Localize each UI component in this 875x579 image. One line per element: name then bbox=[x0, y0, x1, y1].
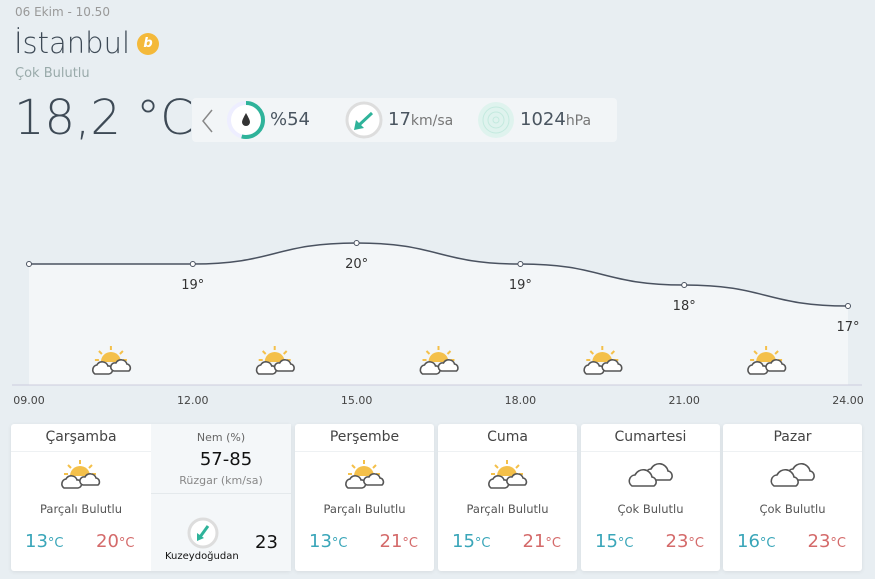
day-condition: Çok Bulutlu bbox=[617, 502, 684, 516]
day-card[interactable]: Cuma Parçalı Bulutlu 15°C 21°C bbox=[438, 424, 577, 571]
day-name: Perşembe bbox=[295, 424, 434, 452]
x-tick-label: 24.00 bbox=[832, 394, 864, 407]
low-temp: 15°C bbox=[595, 531, 634, 552]
cloudy-icon bbox=[628, 463, 673, 487]
humidity-gauge-icon bbox=[227, 101, 265, 139]
chevron-left-icon[interactable] bbox=[200, 108, 214, 134]
high-temp: 21°C bbox=[379, 531, 418, 552]
data-point bbox=[681, 282, 688, 288]
city-name: İstanbul bbox=[14, 26, 131, 60]
day-condition: Parçalı Bulutlu bbox=[39, 502, 122, 516]
wind-value: 17 bbox=[388, 109, 411, 130]
current-stats-bar: %54 17km/sa 1024hPa bbox=[192, 98, 617, 142]
partly-cloudy-icon bbox=[61, 460, 101, 489]
day-condition: Çok Bulutlu bbox=[759, 502, 826, 516]
partly-cloudy-icon bbox=[583, 346, 623, 375]
high-temp: 20°C bbox=[96, 531, 135, 552]
high-temp: 23°C bbox=[665, 531, 704, 552]
humidity-range: 57-85 bbox=[199, 449, 253, 470]
humidity-value: %54 bbox=[270, 109, 311, 130]
brand-badge-icon: b bbox=[137, 33, 159, 55]
x-tick-label: 09.00 bbox=[13, 394, 45, 407]
day-name: Pazar bbox=[723, 424, 862, 452]
x-tick-label: 15.00 bbox=[341, 394, 373, 407]
low-temp: 13°C bbox=[25, 531, 64, 552]
data-point bbox=[845, 303, 851, 309]
partly-cloudy-icon bbox=[61, 460, 101, 489]
wind-speed: 23 bbox=[255, 532, 278, 553]
partly-cloudy-icon bbox=[487, 460, 527, 489]
cloudy-icon bbox=[770, 463, 815, 487]
day-card[interactable]: Pazar Çok Bulutlu 16°C 23°C bbox=[723, 424, 862, 571]
partly-cloudy-icon bbox=[92, 346, 132, 375]
day-card[interactable]: Cumartesi Çok Bulutlu 15°C 23°C bbox=[581, 424, 720, 571]
partly-cloudy-icon bbox=[255, 346, 295, 375]
partly-cloudy-icon bbox=[487, 460, 527, 489]
data-label: 19° bbox=[509, 278, 532, 293]
data-point bbox=[353, 240, 360, 246]
data-label: 20° bbox=[345, 257, 368, 272]
date-time: 06 Ekim - 10.50 bbox=[15, 5, 110, 19]
day-detail-panel: Nem (%) 57-85 Rüzgar (km/sa) Kuzeydoğuda… bbox=[151, 424, 291, 571]
data-label: 18° bbox=[673, 299, 696, 314]
wind-label: Rüzgar (km/sa) bbox=[151, 474, 291, 494]
wind-direction-icon bbox=[187, 517, 219, 549]
low-temp: 15°C bbox=[452, 531, 491, 552]
pressure-unit: hPa bbox=[565, 113, 592, 129]
x-tick-label: 12.00 bbox=[177, 394, 209, 407]
data-label: 19° bbox=[181, 278, 204, 293]
pressure-icon bbox=[478, 102, 514, 138]
wind-direction-icon bbox=[345, 101, 383, 139]
high-temp: 21°C bbox=[522, 531, 561, 552]
x-tick-label: 18.00 bbox=[505, 394, 537, 407]
data-label: 17° bbox=[836, 320, 859, 335]
current-temperature: 18,2 °C bbox=[14, 90, 194, 146]
temperature-line bbox=[28, 242, 849, 307]
cloudy-icon bbox=[628, 463, 673, 487]
cloudy-icon bbox=[770, 463, 815, 487]
partly-cloudy-icon bbox=[419, 346, 459, 375]
low-temp: 13°C bbox=[309, 531, 348, 552]
partly-cloudy-icon bbox=[344, 460, 384, 489]
current-condition: Çok Bulutlu bbox=[15, 66, 90, 81]
high-temp: 23°C bbox=[807, 531, 846, 552]
day-name: Çarşamba bbox=[11, 424, 151, 452]
day-condition: Parçalı Bulutlu bbox=[466, 502, 549, 516]
low-temp: 16°C bbox=[737, 531, 776, 552]
hourly-temperature-chart: 09.00 19° 12.00 20° 15.00 19° 18.00 18° 21.00 17°… bbox=[12, 240, 864, 407]
partly-cloudy-icon bbox=[747, 346, 787, 375]
day-card[interactable]: Perşembe Parçalı Bulutlu 13°C 21°C bbox=[295, 424, 434, 571]
day-name: Cumartesi bbox=[581, 424, 720, 452]
partly-cloudy-icon bbox=[344, 460, 384, 489]
area-fill bbox=[29, 243, 848, 385]
data-point bbox=[189, 261, 196, 267]
data-point bbox=[517, 261, 524, 267]
wind-direction: Kuzeydoğudan bbox=[165, 551, 239, 562]
day-condition: Parçalı Bulutlu bbox=[323, 502, 406, 516]
pressure-value: 1024 bbox=[520, 109, 566, 130]
humidity-label: Nem (%) bbox=[196, 431, 246, 444]
x-tick-label: 21.00 bbox=[668, 394, 700, 407]
wind-unit: km/sa bbox=[410, 113, 454, 129]
day-name: Cuma bbox=[438, 424, 577, 452]
data-point bbox=[26, 261, 32, 267]
